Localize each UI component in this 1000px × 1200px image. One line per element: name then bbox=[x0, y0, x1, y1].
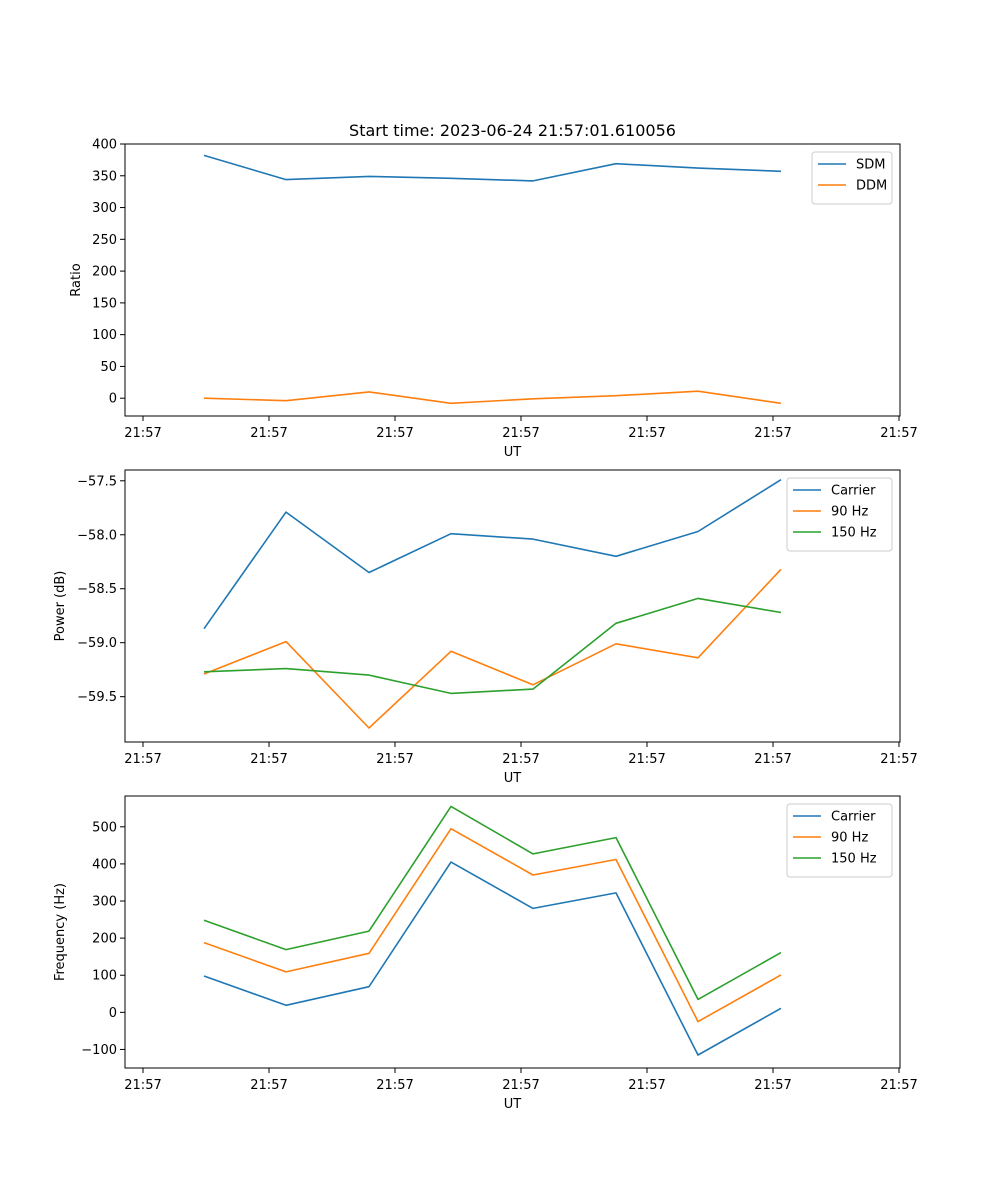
y-tick-label: 300 bbox=[92, 201, 117, 216]
x-axis-label: UT bbox=[504, 1097, 522, 1112]
y-tick-label: 0 bbox=[109, 1006, 117, 1021]
x-tick-label: 21:57 bbox=[250, 426, 287, 441]
legend-label: 150 Hz bbox=[831, 852, 877, 867]
chart-1: 21:57 21:57 21:57 21:57 21:57 21:57 21:57 0 50 10… bbox=[69, 138, 918, 461]
x-tick-label: 21:57 bbox=[124, 752, 161, 767]
y-tick-label: 100 bbox=[92, 328, 117, 343]
x-tick-label: 21:57 bbox=[124, 1078, 161, 1093]
chart-title: Start time: 2023-06-24 21:57:01.610056 bbox=[349, 121, 676, 140]
y-tick-label: 400 bbox=[92, 138, 117, 153]
x-axis-label: UT bbox=[504, 771, 522, 786]
y-tick-label: 350 bbox=[92, 169, 117, 184]
series-line-sdm bbox=[203, 154, 782, 182]
axes-frame bbox=[124, 143, 901, 417]
y-axis-label: Ratio bbox=[69, 263, 84, 296]
series-line-ddm bbox=[203, 390, 782, 405]
y-tick-label: 0 bbox=[109, 392, 117, 407]
x-tick-label: 21:57 bbox=[502, 752, 539, 767]
legend: Carrier 90 Hz 150 Hz bbox=[786, 803, 893, 878]
series-line-90-hz bbox=[203, 827, 782, 1023]
legend-label: 90 Hz bbox=[831, 831, 868, 846]
y-tick-label: 300 bbox=[92, 895, 117, 910]
x-tick-label: 21:57 bbox=[502, 1078, 539, 1093]
x-tick-label: 21:57 bbox=[628, 426, 665, 441]
x-tick-label: 21:57 bbox=[124, 426, 161, 441]
x-tick-label: 21:57 bbox=[376, 1078, 413, 1093]
y-tick-label: 100 bbox=[92, 969, 117, 984]
legend-label: 150 Hz bbox=[831, 526, 877, 541]
series-line-150-hz bbox=[203, 805, 782, 1001]
y-tick-label: 500 bbox=[92, 820, 117, 835]
y-tick-label: −59.5 bbox=[77, 690, 117, 705]
x-tick-label: 21:57 bbox=[754, 752, 791, 767]
series-line-150-hz bbox=[203, 597, 782, 695]
x-tick-label: 21:57 bbox=[754, 1078, 791, 1093]
x-tick-label: 21:57 bbox=[250, 1078, 287, 1093]
x-tick-label: 21:57 bbox=[628, 752, 665, 767]
x-tick-label: 21:57 bbox=[880, 752, 917, 767]
legend-label: 90 Hz bbox=[831, 505, 868, 520]
series-line-carrier bbox=[203, 861, 782, 1056]
x-tick-label: 21:57 bbox=[880, 426, 917, 441]
x-tick-label: 21:57 bbox=[250, 752, 287, 767]
chart-3: 21:57 21:57 21:57 21:57 21:57 21:57 21:57 −100 0… bbox=[53, 795, 918, 1112]
y-tick-label: 250 bbox=[92, 233, 117, 248]
y-tick-label: −58.5 bbox=[77, 582, 117, 597]
y-axis-label: Frequency (Hz) bbox=[53, 883, 68, 981]
x-tick-label: 21:57 bbox=[502, 426, 539, 441]
x-tick-label: 21:57 bbox=[754, 426, 791, 441]
y-tick-label: −57.5 bbox=[77, 474, 117, 489]
y-tick-label: 200 bbox=[92, 932, 117, 947]
legend-label: Carrier bbox=[831, 810, 876, 825]
x-tick-label: 21:57 bbox=[376, 752, 413, 767]
plots-group: 21:57 21:57 21:57 21:57 21:57 21:57 21:57 0 50 10… bbox=[53, 138, 918, 1113]
legend-label: SDM bbox=[856, 158, 885, 173]
y-tick-label: 50 bbox=[100, 360, 117, 375]
x-tick-label: 21:57 bbox=[880, 1078, 917, 1093]
legend-box bbox=[811, 151, 893, 205]
y-tick-label: 150 bbox=[92, 296, 117, 311]
series-line-carrier bbox=[203, 479, 782, 630]
y-tick-label: 400 bbox=[92, 857, 117, 872]
series-line-90-hz bbox=[203, 568, 782, 729]
legend-label: DDM bbox=[856, 179, 887, 194]
y-tick-label: 200 bbox=[92, 265, 117, 280]
y-axis-label: Power (dB) bbox=[53, 571, 68, 642]
x-tick-label: 21:57 bbox=[628, 1078, 665, 1093]
legend: Carrier 90 Hz 150 Hz bbox=[786, 477, 893, 552]
legend: SDM DDM bbox=[811, 151, 893, 205]
chart-2: 21:57 21:57 21:57 21:57 21:57 21:57 21:57 −59.5… bbox=[53, 469, 918, 786]
y-tick-label: −58.0 bbox=[77, 528, 117, 543]
legend-label: Carrier bbox=[831, 484, 876, 499]
y-tick-label: −59.0 bbox=[77, 636, 117, 651]
x-axis-label: UT bbox=[504, 445, 522, 460]
x-tick-label: 21:57 bbox=[376, 426, 413, 441]
y-tick-label: −100 bbox=[81, 1043, 117, 1058]
axes-frame bbox=[124, 469, 901, 743]
axes-frame bbox=[124, 795, 901, 1069]
